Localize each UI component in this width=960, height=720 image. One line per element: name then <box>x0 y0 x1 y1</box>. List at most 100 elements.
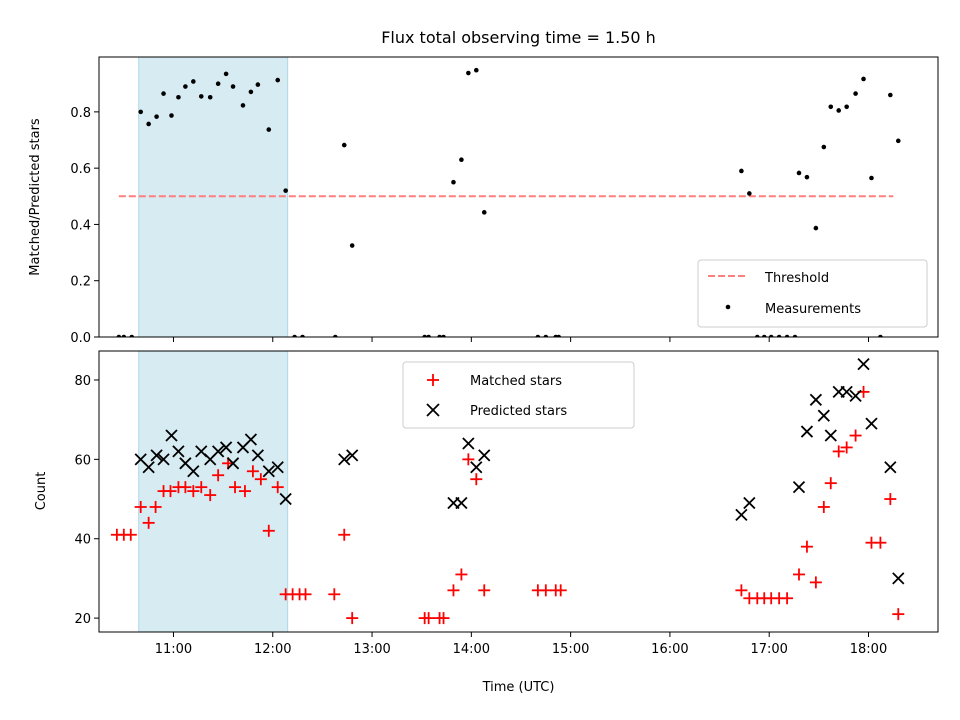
predicted-stars-point <box>470 461 483 474</box>
bottom-legend: Matched stars Predicted stars <box>402 361 635 429</box>
predicted-stars-point <box>809 393 823 406</box>
measurements-point <box>422 334 427 337</box>
matched-stars-point <box>874 536 887 549</box>
matched-stars-point <box>462 453 475 466</box>
matched-stars-point <box>422 612 435 625</box>
measurements-point <box>116 334 122 337</box>
predicted-stars-point <box>857 357 870 371</box>
matched-stars-point <box>840 441 853 454</box>
top-legend-box <box>697 259 928 328</box>
predicted-stars-point <box>172 445 185 458</box>
measurements-point <box>161 91 166 96</box>
measurements-point <box>154 114 159 119</box>
predicted-stars-point <box>892 572 905 585</box>
top-legend: Threshold Measurements <box>697 259 928 328</box>
matched-stars-point <box>346 612 359 625</box>
measurements-legend-swatch <box>725 304 731 310</box>
predicted-stars-point <box>462 437 475 450</box>
predicted-stars-point <box>279 492 292 506</box>
matched-stars-point <box>735 584 748 597</box>
measurements-point <box>292 334 297 337</box>
axes-frame <box>98 56 939 338</box>
predicted-stars-point <box>271 461 284 474</box>
matched-stars-point <box>299 588 312 601</box>
predicted-stars-point <box>165 429 178 442</box>
matched-stars-point <box>142 516 155 529</box>
measurements-point <box>796 170 802 176</box>
measurements-point <box>223 71 229 77</box>
measurements-point <box>129 334 135 337</box>
matched-stars-legend-label: Matched stars <box>470 374 562 389</box>
measurements-point <box>183 84 188 89</box>
measurements-point <box>333 334 338 337</box>
measurements-point <box>341 142 347 148</box>
predicted-stars-point <box>884 461 897 474</box>
measurements-point <box>283 188 288 193</box>
measurements-point <box>138 109 144 115</box>
measurements-point <box>240 103 246 108</box>
predicted-stars-point <box>157 453 170 466</box>
matched-stars-legend-swatch <box>427 374 439 386</box>
predicted-stars-point <box>865 417 878 430</box>
matched-stars-point <box>809 576 822 589</box>
measurements-point <box>437 334 442 337</box>
plot-points <box>116 67 901 337</box>
matched-stars-point <box>447 584 460 597</box>
measurements-point <box>836 108 842 113</box>
y-tick-label: 0.6 <box>70 162 91 177</box>
predicted-stars-point <box>792 480 806 494</box>
measurements-point <box>191 79 196 84</box>
predicted-stars-point <box>455 496 468 510</box>
matched-stars-point <box>892 608 905 621</box>
measurements-point <box>121 334 127 337</box>
measurements-point <box>747 191 752 196</box>
y-tick-label: 60 <box>74 453 91 468</box>
measurements-point <box>804 174 810 180</box>
matched-stars-point <box>849 429 862 442</box>
measurements-point <box>878 334 883 337</box>
x-tick-label: 11:00 <box>155 642 192 657</box>
measurements-point <box>768 334 774 337</box>
matched-stars-point <box>195 481 208 494</box>
x-tick-label: 15:00 <box>552 642 589 657</box>
x-tick-label: 14:00 <box>453 642 490 657</box>
matched-stars-point <box>884 493 897 506</box>
x-tick-label: 17:00 <box>750 642 787 657</box>
measurements-point <box>146 121 151 127</box>
plot-points <box>110 357 905 625</box>
matched-stars-point <box>238 485 251 498</box>
matched-stars-point <box>204 489 217 502</box>
matched-stars-point <box>187 485 200 498</box>
predicted-stars-point <box>478 449 491 462</box>
matched-stars-point <box>478 584 491 597</box>
matched-stars-point <box>254 473 267 486</box>
measurements-point <box>784 334 790 337</box>
predicted-stars-point <box>338 453 351 466</box>
measurements-point <box>739 168 744 174</box>
measurements-point <box>215 81 221 87</box>
y-tick-label: 0.0 <box>70 331 91 346</box>
matched-stars-point <box>338 528 351 541</box>
y-tick-label: 0.2 <box>70 275 91 290</box>
predicted-stars-point <box>212 445 225 458</box>
measurements-point <box>248 89 254 95</box>
matched-stars-point <box>328 588 341 601</box>
measurements-point <box>349 243 355 248</box>
predicted-stars-point <box>251 449 265 462</box>
matched-stars-point <box>134 500 147 513</box>
matched-stars-point <box>470 473 483 486</box>
x-axis-label: Time (UTC) <box>482 680 555 695</box>
matched-stars-point <box>437 612 450 625</box>
threshold-legend-label: Threshold <box>764 271 829 286</box>
measurements-point <box>451 179 456 185</box>
matched-stars-point <box>262 524 275 537</box>
bottom-y-axis-label: Count <box>34 472 49 511</box>
measurements-point <box>888 92 893 98</box>
x-tick-label: 16:00 <box>651 642 688 657</box>
x-tick-label: 12:00 <box>254 642 291 657</box>
predicted-stars-point <box>187 465 200 478</box>
measurements-point <box>776 334 782 337</box>
bottom-legend-box <box>402 361 635 429</box>
measurements-point <box>198 94 204 99</box>
matched-stars-point <box>800 540 813 553</box>
